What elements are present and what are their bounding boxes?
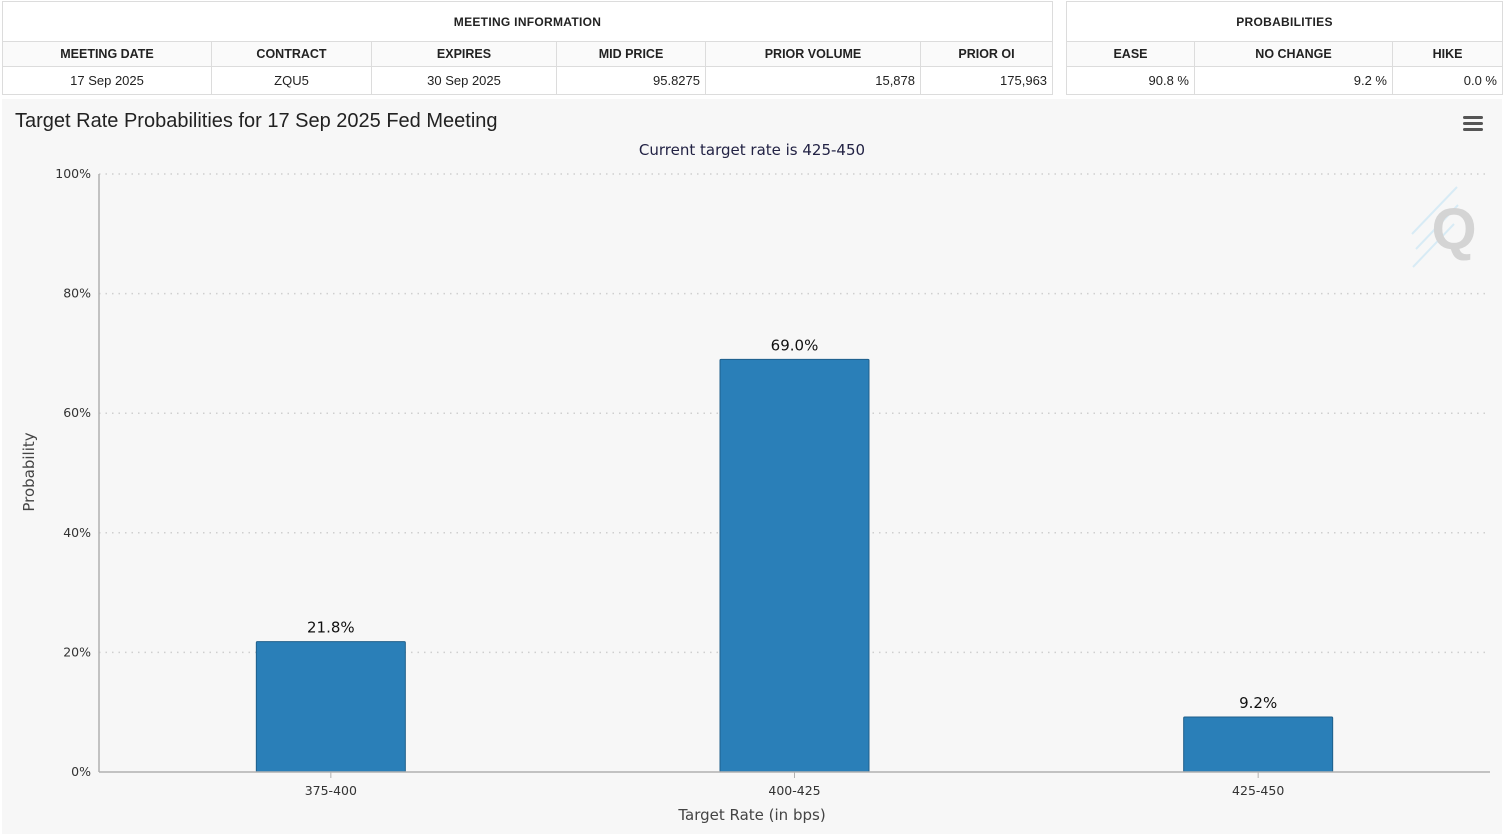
data-label: 69.0%	[771, 336, 819, 354]
header-prior-volume: PRIOR VOLUME	[705, 41, 921, 67]
chart-title: Target Rate Probabilities for 17 Sep 202…	[15, 110, 498, 132]
header-no-change: NO CHANGE	[1194, 41, 1393, 67]
x-axis-ticks: 375-400 400-425 425-450	[305, 772, 1284, 798]
meeting-information-title: MEETING INFORMATION	[1, 1, 1054, 42]
svg-text:Q: Q	[1431, 197, 1476, 262]
y-tick-label: 100%	[55, 166, 91, 181]
chart-subtitle: Current target rate is 425-450	[639, 141, 865, 159]
header-ease: EASE	[1066, 41, 1195, 67]
bar-series: 21.8% 69.0% 9.2%	[255, 336, 1334, 773]
header-prior-oi: PRIOR OI	[919, 41, 1054, 67]
x-tick-label: 375-400	[305, 783, 357, 798]
value-contract: ZQU5	[211, 66, 372, 95]
value-no-change: 9.2 %	[1194, 66, 1393, 95]
header-expires: EXPIRES	[371, 41, 557, 67]
y-tick-label: 60%	[63, 405, 91, 420]
value-prior-oi: 175,963	[919, 66, 1054, 95]
value-expires: 30 Sep 2025	[371, 66, 557, 95]
x-tick-label: 400-425	[768, 783, 820, 798]
bar[interactable]	[255, 641, 406, 773]
y-tick-label: 20%	[63, 644, 91, 659]
header-meeting-date: MEETING DATE	[2, 41, 212, 67]
value-hike: 0.0 %	[1392, 66, 1503, 95]
data-label: 9.2%	[1239, 694, 1277, 712]
header-hike: HIKE	[1392, 41, 1503, 67]
value-prior-volume: 15,878	[705, 66, 921, 95]
bar-chart: Target Rate Probabilities for 17 Sep 202…	[15, 110, 1490, 824]
value-meeting-date: 17 Sep 2025	[2, 66, 212, 95]
header-contract: CONTRACT	[211, 41, 372, 67]
x-tick-label: 425-450	[1232, 783, 1284, 798]
data-label: 21.8%	[307, 619, 355, 637]
y-axis-ticks: 0% 20% 40% 60% 80% 100%	[55, 166, 91, 779]
hamburger-menu-icon[interactable]	[1463, 115, 1485, 133]
y-tick-label: 80%	[63, 286, 91, 301]
header-mid-price: MID PRICE	[556, 41, 706, 67]
y-axis-title: Probability	[20, 432, 38, 511]
value-ease: 90.8 %	[1066, 66, 1195, 95]
chart-panel: Target Rate Probabilities for 17 Sep 202…	[2, 99, 1502, 834]
bar[interactable]	[719, 358, 870, 773]
y-tick-label: 0%	[71, 764, 91, 779]
y-tick-label: 40%	[63, 525, 91, 540]
probabilities-title: PROBABILITIES	[1066, 1, 1503, 42]
value-mid-price: 95.8275	[556, 66, 706, 95]
meeting-information-table: MEETING INFORMATION MEETING DATE CONTRAC…	[1, 1, 1054, 95]
bar[interactable]	[1183, 716, 1334, 773]
probabilities-table: PROBABILITIES EASE NO CHANGE HIKE 90.8 %…	[1066, 1, 1503, 95]
x-axis-title: Target Rate (in bps)	[677, 806, 825, 824]
quikstrike-q-logo: Q	[1411, 186, 1477, 268]
